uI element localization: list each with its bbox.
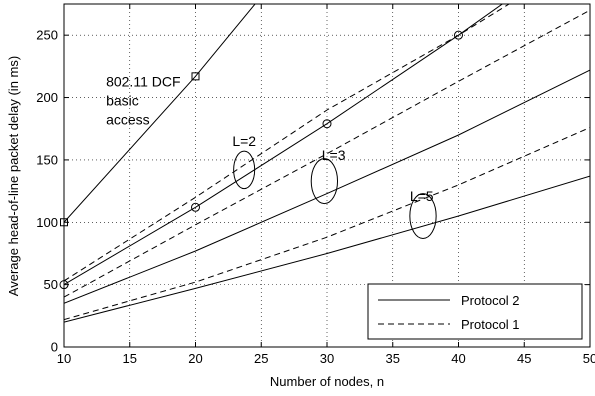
legend: Protocol 2 Protocol 1 bbox=[367, 283, 583, 340]
x-tick-label: 10 bbox=[57, 351, 71, 366]
x-tick-label: 30 bbox=[320, 351, 334, 366]
circle-marker bbox=[454, 30, 463, 40]
series-line bbox=[64, 4, 256, 223]
series-layer bbox=[64, 4, 590, 323]
annotation-text: L=2 bbox=[232, 133, 256, 149]
x-tick-label: 25 bbox=[254, 351, 268, 366]
series-line bbox=[64, 4, 511, 282]
legend-box bbox=[367, 283, 583, 340]
x-tick-label: 40 bbox=[451, 351, 465, 366]
y-tick-label: 100 bbox=[36, 215, 58, 230]
group-ellipse bbox=[310, 158, 339, 205]
y-tick-label: 150 bbox=[36, 152, 58, 167]
x-tick-label: 20 bbox=[188, 351, 202, 366]
x-tick-label: 45 bbox=[517, 351, 531, 366]
annotation-text: access bbox=[106, 111, 150, 127]
circle-marker bbox=[322, 119, 332, 129]
ticks: 10 15 20 25 30 35 40 45 50 0 50 100 150 200 250 bbox=[36, 4, 595, 366]
x-tick-label: 35 bbox=[386, 351, 400, 366]
group-ellipse bbox=[409, 193, 437, 239]
annotation-text: basic bbox=[106, 92, 139, 108]
annotation-text: 802.11 DCF bbox=[106, 73, 180, 89]
annotation-text: L=3 bbox=[322, 147, 346, 163]
square-marker bbox=[191, 72, 200, 81]
y-tick-label: 200 bbox=[36, 90, 58, 105]
legend-label-protocol-1: Protocol 1 bbox=[461, 317, 520, 332]
series-line bbox=[64, 69, 590, 304]
annotation-layer: 802.11 DCF basic access L=2 L=3 L=5 bbox=[106, 73, 437, 239]
group-ellipse bbox=[233, 150, 256, 190]
series-line bbox=[64, 4, 504, 286]
legend-label-protocol-2: Protocol 2 bbox=[461, 293, 520, 308]
y-axis-label: Average head-of-line packet delay (in ms… bbox=[6, 56, 21, 296]
series-line bbox=[64, 175, 590, 323]
y-tick-label: 50 bbox=[44, 277, 58, 292]
x-axis-label: Number of nodes, n bbox=[270, 374, 384, 389]
annotation-text: L=5 bbox=[410, 188, 434, 204]
circle-marker bbox=[191, 202, 200, 212]
x-tick-label: 50 bbox=[583, 351, 595, 366]
series-line bbox=[64, 9, 590, 298]
x-tick-label: 15 bbox=[123, 351, 137, 366]
y-tick-label: 0 bbox=[51, 340, 58, 355]
marker-layer bbox=[59, 30, 463, 290]
series-line bbox=[64, 127, 590, 321]
y-tick-label: 250 bbox=[36, 28, 58, 43]
